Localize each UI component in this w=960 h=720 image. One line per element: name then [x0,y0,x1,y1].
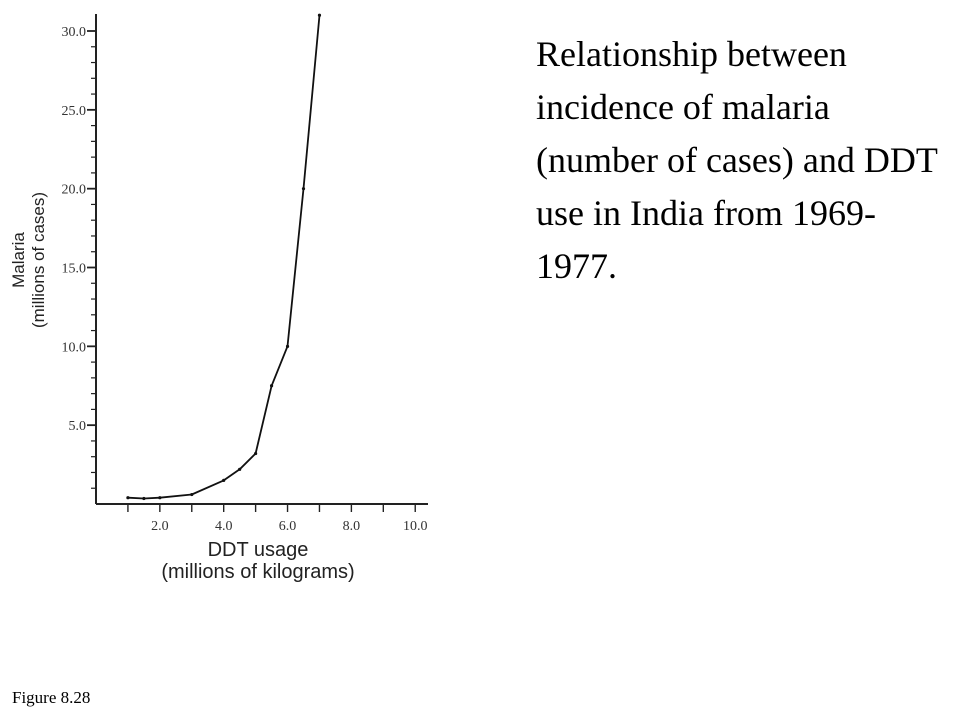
data-point [158,496,162,500]
data-point [126,496,130,500]
x-tick-label: 4.0 [215,519,233,534]
data-point [190,492,194,497]
data-point [301,187,306,191]
chart-series [126,13,322,501]
y-tick-label: 20.0 [62,183,87,198]
chart-ticks [87,30,416,512]
chart-tick-labels: 5.0 10.0 15.0 20.0 25.0 30.0 2.0 4.0 6.0 8.0 10.0 [62,25,428,534]
data-point [222,478,226,482]
y-tick-label: 5.0 [69,419,87,434]
x-tick-label: 6.0 [279,519,297,534]
y-axis-title: Malaria [9,232,28,288]
data-point [269,384,274,388]
x-axis-title: DDT usage [208,539,309,561]
x-axis-subtitle: (millions of kilograms) [161,561,354,583]
y-tick-label: 10.0 [62,340,87,355]
data-point [142,496,146,501]
figure-label: Figure 8.28 [12,688,91,707]
malaria-ddt-line [127,15,321,500]
chart-axis-titles: DDT usage(millions of kilograms) Malaria(… [9,192,355,583]
chart-axes [95,14,428,505]
data-point [317,13,322,17]
y-tick-label: 25.0 [62,104,87,119]
y-axis-subtitle: (millions of cases) [29,192,48,328]
data-point [254,451,258,456]
chart: 5.010.015.020.025.030.02.0 4.0 6.0 8.0 10.0 … [9,13,428,583]
y-tick-label: 30.0 [62,25,87,40]
x-tick-label: 2.0 [151,519,169,534]
data-point [285,344,290,348]
data-point [238,467,242,471]
x-tick-label: 10.0 [403,519,428,534]
y-tick-label: 15.0 [62,262,87,277]
chart-caption: Relationship between incidence of malari… [536,34,938,286]
x-tick-label: 8.0 [343,519,361,534]
